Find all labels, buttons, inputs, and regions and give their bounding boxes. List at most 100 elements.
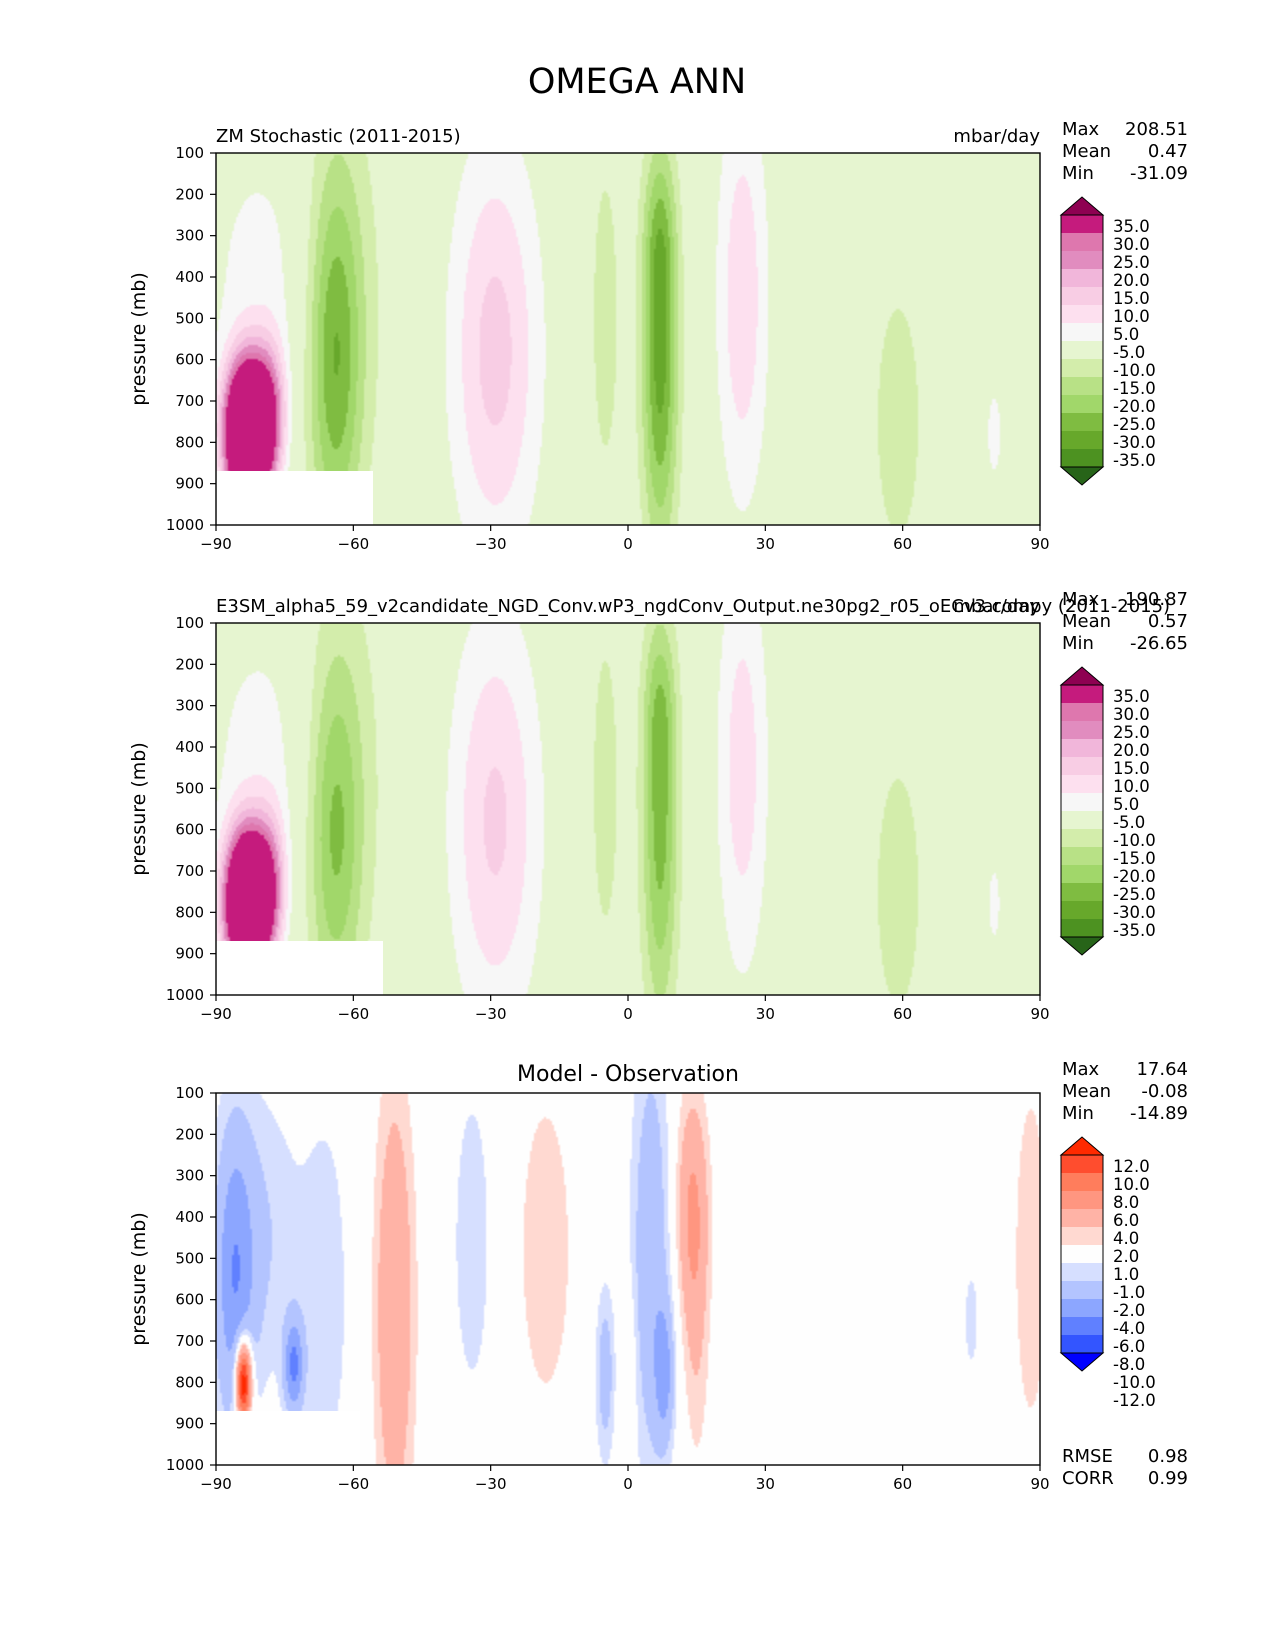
colorbar-swatch — [1061, 287, 1103, 306]
colorbar-swatch — [1061, 251, 1103, 270]
x-tick-label: −30 — [475, 535, 507, 553]
colorbar-swatch — [1061, 793, 1103, 812]
stat-max-value: 17.64 — [1136, 1059, 1188, 1080]
contour-field — [216, 623, 1040, 995]
colorbar-swatch — [1061, 811, 1103, 830]
x-tick-label: 60 — [893, 1475, 912, 1493]
x-tick-label: 90 — [1030, 535, 1049, 553]
colorbar-swatch — [1061, 865, 1103, 884]
metric-corr-value: 0.99 — [1148, 1468, 1188, 1489]
colorbar-swatch — [1061, 1317, 1103, 1336]
colorbar-label: -25.0 — [1113, 885, 1156, 904]
x-tick-label: 30 — [756, 1005, 775, 1023]
stat-min-value: -26.65 — [1130, 633, 1188, 654]
stat-min-value: -31.09 — [1130, 163, 1188, 184]
colorbar-label: 5.0 — [1113, 325, 1139, 344]
colorbar-label: 10.0 — [1113, 777, 1150, 796]
colorbar-swatch — [1061, 233, 1103, 252]
colorbar-label: -1.0 — [1113, 1283, 1145, 1302]
y-tick-label: 900 — [175, 475, 204, 493]
y-tick-label: 100 — [175, 1084, 204, 1102]
contour-field — [216, 1093, 1040, 1465]
colorbar-swatch — [1061, 323, 1103, 342]
y-tick-label: 100 — [175, 144, 204, 162]
stat-mean-label: Mean — [1062, 1081, 1111, 1102]
colorbar-label: -20.0 — [1113, 867, 1156, 886]
colorbar-label: -10.0 — [1113, 831, 1156, 850]
contour-field — [216, 153, 1040, 525]
colorbar-extend-max — [1059, 1136, 1105, 1156]
stat-max-value: 208.51 — [1125, 119, 1188, 140]
y-tick-label: 200 — [175, 655, 204, 673]
colorbar-swatch — [1061, 341, 1103, 360]
x-tick-label: 90 — [1030, 1475, 1049, 1493]
x-tick-label: 30 — [756, 535, 775, 553]
colorbar-swatch — [1061, 395, 1103, 414]
y-axis-label: pressure (mb) — [128, 742, 150, 876]
colorbar-label: -15.0 — [1113, 849, 1156, 868]
colorbar-swatch — [1061, 901, 1103, 920]
colorbar-label: -30.0 — [1113, 903, 1156, 922]
x-tick-label: −60 — [338, 1475, 370, 1493]
stat-min-value: -14.89 — [1130, 1103, 1188, 1124]
panel-units: mbar/day — [953, 126, 1040, 147]
panel-test: ZM Stochastic (2011-2015) mbar/day press… — [128, 119, 1188, 553]
y-tick-label: 1000 — [166, 516, 204, 534]
colorbar-swatch — [1061, 1227, 1103, 1246]
stat-mean-value: 0.57 — [1148, 611, 1188, 632]
y-tick-label: 1000 — [166, 1456, 204, 1474]
x-tick-label: −30 — [475, 1005, 507, 1023]
y-tick-label: 700 — [175, 392, 204, 410]
x-tick-label: −90 — [200, 1005, 232, 1023]
colorbar-swatch — [1061, 377, 1103, 396]
colorbar-swatch — [1061, 269, 1103, 288]
x-tick-label: −30 — [475, 1475, 507, 1493]
colorbar-swatch — [1061, 449, 1103, 468]
y-axis: 100 200 300 400 500 600 700 800 900 1000 — [166, 1084, 216, 1474]
x-tick-label: 0 — [623, 535, 633, 553]
colorbar-label: -12.0 — [1113, 1391, 1156, 1410]
colorbar-label: 6.0 — [1113, 1211, 1139, 1230]
metrics-box: RMSE 0.98 CORR 0.99 — [1062, 1446, 1188, 1489]
y-tick-label: 800 — [175, 1373, 204, 1391]
stat-min-label: Min — [1062, 633, 1094, 654]
colorbar-label: -30.0 — [1113, 433, 1156, 452]
colorbar-label: 1.0 — [1113, 1265, 1139, 1284]
panel-title-left: E3SM_alpha5_59_v2candidate_NGD_Conv.wP3_… — [216, 596, 1170, 617]
colorbar-swatch — [1061, 829, 1103, 848]
y-tick-label: 700 — [175, 1332, 204, 1350]
y-tick-label: 1000 — [166, 986, 204, 1004]
y-tick-label: 800 — [175, 903, 204, 921]
colorbar-label: -6.0 — [1113, 1337, 1145, 1356]
colorbar-label: 12.0 — [1113, 1157, 1150, 1176]
y-tick-label: 300 — [175, 697, 204, 715]
y-tick-label: 900 — [175, 945, 204, 963]
x-tick-label: 60 — [893, 535, 912, 553]
colorbar-swatch — [1061, 215, 1103, 234]
colorbar-label: 15.0 — [1113, 289, 1150, 308]
colorbar-extend-min — [1059, 1352, 1105, 1372]
colorbar-swatch — [1061, 1281, 1103, 1300]
stat-max-label: Max — [1062, 1059, 1100, 1080]
colorbar-swatch — [1061, 1335, 1103, 1354]
colorbar-swatch — [1061, 413, 1103, 432]
colorbar-swatch — [1061, 1173, 1103, 1192]
panel-ref: E3SM_alpha5_59_v2candidate_NGD_Conv.wP3_… — [128, 589, 1188, 1023]
colorbar-label: 20.0 — [1113, 271, 1150, 290]
colorbar: 35.030.025.020.015.010.05.0-5.0-10.0-15.… — [1059, 196, 1156, 486]
y-tick-label: 400 — [175, 738, 204, 756]
colorbar-label: -35.0 — [1113, 451, 1156, 470]
y-axis: 100 200 300 400 500 600 700 800 900 1000 — [166, 614, 216, 1004]
colorbar-label: -5.0 — [1113, 343, 1145, 362]
colorbar-label: 20.0 — [1113, 741, 1150, 760]
colorbar-swatch — [1061, 703, 1103, 722]
x-tick-label: 90 — [1030, 1005, 1049, 1023]
colorbar-swatch — [1061, 431, 1103, 450]
x-axis: −90 −60 −30 0 30 60 90 — [200, 995, 1050, 1023]
colorbar-extend-max — [1059, 666, 1105, 686]
contour-image — [216, 623, 1040, 995]
colorbar-label: 8.0 — [1113, 1193, 1139, 1212]
y-tick-label: 700 — [175, 862, 204, 880]
y-tick-label: 500 — [175, 309, 204, 327]
